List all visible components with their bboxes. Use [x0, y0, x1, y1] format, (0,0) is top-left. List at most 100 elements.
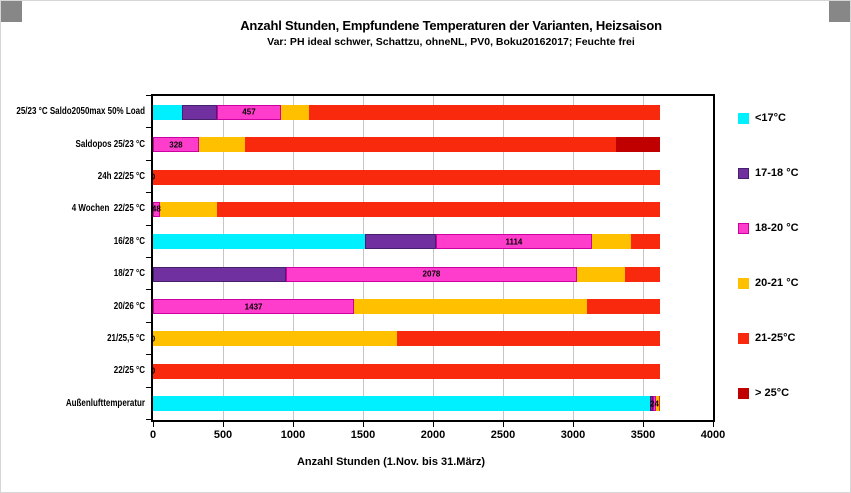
data-label: 2078	[422, 269, 441, 279]
bar-segment-18-20C	[652, 396, 657, 411]
x-tick-label: 2000	[420, 429, 446, 441]
y-tick	[146, 225, 151, 226]
x-tick-label: 0	[149, 429, 157, 441]
y-tick	[146, 257, 151, 258]
data-label: 0	[150, 334, 156, 344]
bar-segment-18-20C	[216, 105, 281, 120]
legend-label: 20-21 °C	[755, 277, 799, 289]
category-label: 20/26 °C	[113, 301, 145, 312]
bar-segment-20-21C	[198, 137, 246, 152]
x-tick-500	[223, 422, 224, 427]
data-label: 1437	[244, 302, 263, 312]
bar-segment-21-25C	[586, 299, 661, 314]
category-label: 25/23 °C Saldo2050max 50% Load	[16, 106, 146, 117]
gridline-1500	[363, 96, 364, 420]
legend-item[interactable]: 20-21 °C	[738, 277, 799, 289]
bar-segment-21-25C	[631, 234, 661, 249]
bar-segment-21-25C	[624, 267, 661, 282]
legend-item[interactable]: 17-18 °C	[738, 167, 799, 179]
y-tick	[146, 127, 151, 128]
bar-segment-20-21C	[153, 331, 398, 346]
bar-segment-18-20C	[435, 234, 592, 249]
legend-swatch-icon	[738, 332, 749, 344]
category-label: Außenlufttemperatur	[65, 398, 145, 409]
bar-segment->25C	[615, 137, 661, 152]
bar-segment-18-20C	[286, 267, 577, 282]
x-tick-2000	[433, 422, 434, 427]
bar-segment-20-21C	[591, 234, 632, 249]
bar-segment-18-20C	[153, 137, 199, 152]
legend-label: <17°C	[755, 112, 787, 124]
legend-label: 17-18 °C	[755, 167, 799, 179]
bar-segment-17-18C	[650, 396, 653, 411]
chart-subtitle: Var: PH ideal schwer, Schattzu, ohneNL, …	[267, 36, 635, 48]
x-tick-label: 1500	[350, 429, 376, 441]
legend-swatch-icon	[738, 112, 749, 124]
gridline-2500	[503, 96, 504, 420]
x-tick-label: 3500	[630, 429, 656, 441]
bar-segment-21-25C	[217, 202, 661, 217]
x-tick-label: 500	[213, 429, 233, 441]
bar-segment-20-21C	[656, 396, 659, 411]
category-label: 24h 22/25 °C	[97, 171, 145, 182]
legend-item[interactable]: 21-25°C	[738, 332, 795, 344]
bar-segment-21-25C	[153, 364, 661, 379]
x-tick-3000	[573, 422, 574, 427]
legend-item[interactable]: <17°C	[738, 112, 786, 124]
bar-segment-<17C	[153, 396, 650, 411]
category-label: 18/27 °C	[113, 268, 145, 279]
data-label: 0	[150, 366, 156, 376]
bar-segment-21-25C	[658, 396, 661, 411]
plot-area: 457 328 0 48 1114 2078 1437 0 0 24	[151, 94, 715, 422]
x-tick-label: 4000	[700, 429, 726, 441]
legend-item[interactable]: > 25°C	[738, 387, 789, 399]
legend-label: 18-20 °C	[755, 222, 799, 234]
x-tick-label: 3000	[560, 429, 586, 441]
gridline-1000	[293, 96, 294, 420]
data-label: 1114	[505, 237, 523, 247]
bar-segment-18-20C	[153, 299, 355, 314]
y-tick	[146, 160, 151, 161]
y-tick	[146, 354, 151, 355]
bar-segment-<17C	[153, 105, 182, 120]
resize-handle-top-left[interactable]	[1, 1, 22, 22]
data-label: 0	[150, 172, 156, 182]
data-label: 457	[242, 107, 256, 117]
bar-segment-17-18C	[181, 105, 217, 120]
y-tick	[146, 192, 151, 193]
legend-swatch-icon	[738, 167, 749, 179]
category-label: 21/25,5 °C	[107, 333, 145, 344]
category-label: Saldopos 25/23 °C	[75, 139, 145, 150]
y-tick	[146, 322, 151, 323]
data-label: 328	[169, 140, 183, 150]
x-tick-label: 2500	[490, 429, 516, 441]
gridline-500	[223, 96, 224, 420]
x-tick-4000	[713, 422, 714, 427]
bar-segment-17-18C	[364, 234, 436, 249]
x-axis-title: Anzahl Stunden (1.Nov. bis 31.März)	[296, 456, 486, 468]
x-tick-1000	[293, 422, 294, 427]
resize-handle-top-right[interactable]	[829, 1, 850, 22]
category-label: 4 Wochen 22/25 °C	[71, 203, 145, 214]
legend-swatch-icon	[738, 387, 749, 399]
bar-segment-20-21C	[280, 105, 309, 120]
data-label: 48	[151, 204, 161, 214]
x-tick-1500	[363, 422, 364, 427]
x-tick-label: 1000	[280, 429, 306, 441]
legend-item[interactable]: 18-20 °C	[738, 222, 799, 234]
bar-segment-20-21C	[354, 299, 587, 314]
bar-segment-21-25C	[308, 105, 661, 120]
y-tick	[146, 289, 151, 290]
bar-segment-20-21C	[159, 202, 218, 217]
data-label: 24	[650, 399, 659, 409]
y-tick	[146, 95, 151, 96]
bar-segment-21-25C	[153, 170, 661, 185]
x-tick-0	[153, 422, 154, 427]
legend-label: 21-25°C	[755, 332, 796, 344]
bar-segment-20-21C	[576, 267, 625, 282]
x-tick-2500	[503, 422, 504, 427]
bar-segment-18-20C	[153, 202, 160, 217]
legend-swatch-icon	[738, 277, 749, 289]
legend-swatch-icon	[738, 222, 749, 234]
